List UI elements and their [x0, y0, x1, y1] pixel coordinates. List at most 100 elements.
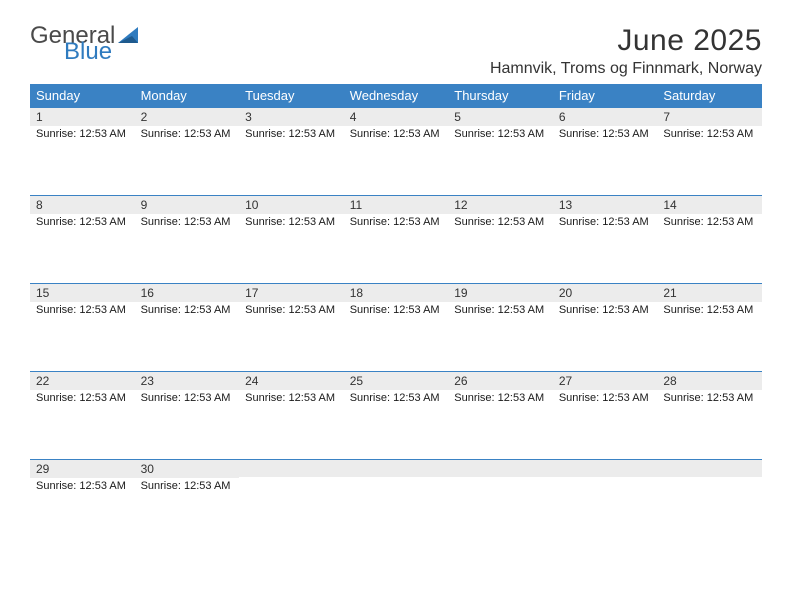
- sunrise-text: [553, 477, 658, 481]
- week-row: 29Sunrise: 12:53 AM30Sunrise: 12:53 AM: [30, 460, 762, 548]
- day-cell: 19Sunrise: 12:53 AM: [448, 284, 553, 372]
- day-cell: 22Sunrise: 12:53 AM: [30, 372, 135, 460]
- day-cell: 6Sunrise: 12:53 AM: [553, 108, 658, 196]
- day-number: [553, 460, 658, 477]
- title-block: June 2025 Hamnvik, Troms og Finnmark, No…: [490, 24, 762, 78]
- calendar-table: Sunday Monday Tuesday Wednesday Thursday…: [30, 84, 762, 548]
- day-cell: 18Sunrise: 12:53 AM: [344, 284, 449, 372]
- day-cell: [448, 460, 553, 548]
- day-cell: [344, 460, 449, 548]
- day-cell: 10Sunrise: 12:53 AM: [239, 196, 344, 284]
- sunrise-text: Sunrise: 12:53 AM: [657, 126, 762, 142]
- sunrise-text: Sunrise: 12:53 AM: [553, 390, 658, 406]
- day-number: 5: [448, 108, 553, 126]
- day-number: 3: [239, 108, 344, 126]
- day-cell: 1Sunrise: 12:53 AM: [30, 108, 135, 196]
- week-row: 15Sunrise: 12:53 AM16Sunrise: 12:53 AM17…: [30, 284, 762, 372]
- sunrise-text: Sunrise: 12:53 AM: [657, 302, 762, 318]
- day-number: 30: [135, 460, 240, 478]
- day-cell: 11Sunrise: 12:53 AM: [344, 196, 449, 284]
- week-row: 22Sunrise: 12:53 AM23Sunrise: 12:53 AM24…: [30, 372, 762, 460]
- day-number: [657, 460, 762, 477]
- day-cell: 24Sunrise: 12:53 AM: [239, 372, 344, 460]
- logo-text-blue: Blue: [64, 40, 112, 64]
- day-number: 11: [344, 196, 449, 214]
- dayhead-fri: Friday: [553, 84, 658, 108]
- day-number: 7: [657, 108, 762, 126]
- sunrise-text: Sunrise: 12:53 AM: [239, 390, 344, 406]
- day-number: 6: [553, 108, 658, 126]
- sunrise-text: Sunrise: 12:53 AM: [135, 214, 240, 230]
- day-cell: 29Sunrise: 12:53 AM: [30, 460, 135, 548]
- day-cell: 5Sunrise: 12:53 AM: [448, 108, 553, 196]
- sunrise-text: Sunrise: 12:53 AM: [135, 126, 240, 142]
- sunrise-text: Sunrise: 12:53 AM: [30, 126, 135, 142]
- day-number: 23: [135, 372, 240, 390]
- dayhead-sat: Saturday: [657, 84, 762, 108]
- day-cell: 15Sunrise: 12:53 AM: [30, 284, 135, 372]
- day-cell: 17Sunrise: 12:53 AM: [239, 284, 344, 372]
- sunrise-text: Sunrise: 12:53 AM: [30, 302, 135, 318]
- day-cell: 28Sunrise: 12:53 AM: [657, 372, 762, 460]
- day-number: 8: [30, 196, 135, 214]
- day-number: 28: [657, 372, 762, 390]
- sunrise-text: [344, 477, 449, 481]
- sunrise-text: Sunrise: 12:53 AM: [30, 390, 135, 406]
- dayhead-mon: Monday: [135, 84, 240, 108]
- day-number: [239, 460, 344, 477]
- sunrise-text: Sunrise: 12:53 AM: [135, 478, 240, 494]
- week-row: 8Sunrise: 12:53 AM9Sunrise: 12:53 AM10Su…: [30, 196, 762, 284]
- sunrise-text: Sunrise: 12:53 AM: [344, 302, 449, 318]
- sunrise-text: Sunrise: 12:53 AM: [553, 302, 658, 318]
- dayhead-sun: Sunday: [30, 84, 135, 108]
- day-number: 12: [448, 196, 553, 214]
- sunrise-text: Sunrise: 12:53 AM: [657, 390, 762, 406]
- sunrise-text: Sunrise: 12:53 AM: [448, 126, 553, 142]
- day-cell: 14Sunrise: 12:53 AM: [657, 196, 762, 284]
- sunrise-text: Sunrise: 12:53 AM: [448, 214, 553, 230]
- logo-sail-icon: [118, 24, 140, 48]
- day-number: 18: [344, 284, 449, 302]
- sunrise-text: Sunrise: 12:53 AM: [448, 390, 553, 406]
- dayhead-thu: Thursday: [448, 84, 553, 108]
- day-number: [344, 460, 449, 477]
- day-number: 17: [239, 284, 344, 302]
- day-number: 27: [553, 372, 658, 390]
- month-title: June 2025: [490, 24, 762, 58]
- day-number: 16: [135, 284, 240, 302]
- day-cell: 30Sunrise: 12:53 AM: [135, 460, 240, 548]
- sunrise-text: Sunrise: 12:53 AM: [239, 302, 344, 318]
- calendar-body: 1Sunrise: 12:53 AM2Sunrise: 12:53 AM3Sun…: [30, 108, 762, 548]
- day-number: 19: [448, 284, 553, 302]
- sunrise-text: Sunrise: 12:53 AM: [344, 214, 449, 230]
- logo: General Blue: [30, 24, 140, 64]
- sunrise-text: Sunrise: 12:53 AM: [135, 302, 240, 318]
- sunrise-text: Sunrise: 12:53 AM: [239, 214, 344, 230]
- day-cell: 25Sunrise: 12:53 AM: [344, 372, 449, 460]
- day-number: 14: [657, 196, 762, 214]
- day-cell: 8Sunrise: 12:53 AM: [30, 196, 135, 284]
- day-number: 10: [239, 196, 344, 214]
- dayhead-wed: Wednesday: [344, 84, 449, 108]
- sunrise-text: Sunrise: 12:53 AM: [344, 390, 449, 406]
- day-number: 15: [30, 284, 135, 302]
- day-number: [448, 460, 553, 477]
- day-cell: 27Sunrise: 12:53 AM: [553, 372, 658, 460]
- day-number: 26: [448, 372, 553, 390]
- day-cell: 4Sunrise: 12:53 AM: [344, 108, 449, 196]
- day-number: 2: [135, 108, 240, 126]
- day-cell: 9Sunrise: 12:53 AM: [135, 196, 240, 284]
- week-row: 1Sunrise: 12:53 AM2Sunrise: 12:53 AM3Sun…: [30, 108, 762, 196]
- day-cell: 3Sunrise: 12:53 AM: [239, 108, 344, 196]
- header: General Blue June 2025 Hamnvik, Troms og…: [30, 24, 762, 78]
- day-number: 9: [135, 196, 240, 214]
- day-header-row: Sunday Monday Tuesday Wednesday Thursday…: [30, 84, 762, 108]
- day-number: 22: [30, 372, 135, 390]
- day-cell: 20Sunrise: 12:53 AM: [553, 284, 658, 372]
- sunrise-text: Sunrise: 12:53 AM: [553, 126, 658, 142]
- sunrise-text: [239, 477, 344, 481]
- day-cell: [657, 460, 762, 548]
- sunrise-text: Sunrise: 12:53 AM: [448, 302, 553, 318]
- day-cell: [239, 460, 344, 548]
- day-number: 24: [239, 372, 344, 390]
